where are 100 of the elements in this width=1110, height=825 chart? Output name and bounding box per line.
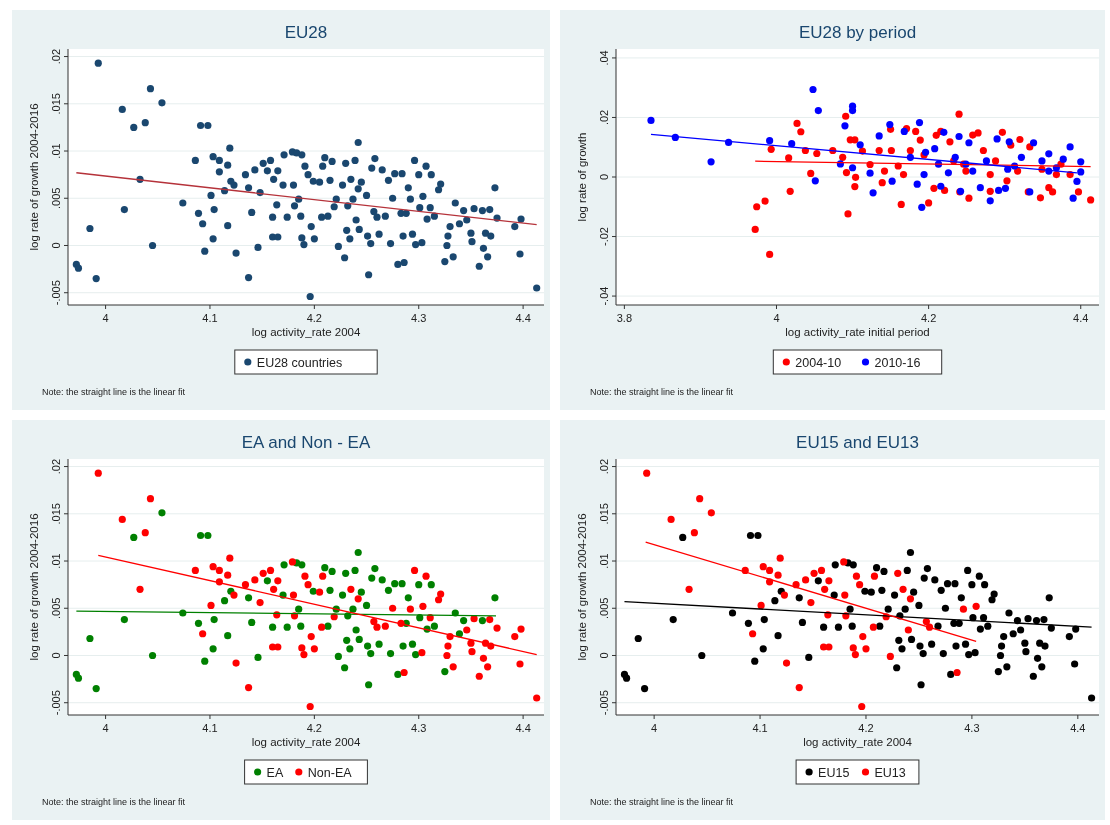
x-tick-label: 4.2 [306,312,322,324]
text: Note: the straight line is the linear fit [590,387,734,397]
point [915,118,924,127]
point [869,189,877,197]
point [886,121,894,129]
point [888,177,896,185]
point [953,668,961,677]
point [995,186,1003,194]
chart-title: EU28 [284,23,328,42]
point [866,169,874,177]
point [875,132,883,140]
y-tick-label: .005 [50,597,62,619]
point [707,509,715,517]
legend-label: EU28 countries [256,355,343,370]
point [841,591,849,599]
point [788,140,796,148]
y-axis-title: log rate of growth 2004-2016 [28,103,40,251]
y-tick-label: .02 [598,109,610,126]
point [685,585,693,593]
legend-label: EA [266,765,284,780]
point [1001,184,1010,192]
point [851,650,859,659]
point [667,515,675,524]
y-tick-label: .02 [50,458,62,475]
point [749,630,757,638]
x-tick-label: 3.8 [616,312,633,324]
x-tick-label: 4.1 [202,722,218,734]
text: Note: the straight line is the linear fit [590,797,734,807]
y-tick-label: .04 [598,50,610,66]
legend-label: EU13 [874,765,906,780]
point [776,554,784,562]
point [811,177,819,185]
point [993,135,1001,143]
chart-title: EU28 by period [798,23,917,42]
y-tick-label: .015 [50,93,62,115]
point [913,180,921,188]
point [951,153,959,161]
point [696,495,704,503]
y-tick-label: -.005 [50,280,62,306]
point [959,605,968,613]
point [848,164,857,172]
y-tick-label: .015 [598,503,610,525]
x-tick-label: 4 [651,722,658,734]
point [886,652,894,661]
y-axis-title: log rate of growth [576,132,588,222]
legend-label: Non-EA [307,765,353,780]
point [862,645,870,653]
x-tick-label: 4.3 [411,722,427,734]
point [955,132,963,141]
point [870,572,879,580]
point [1077,168,1085,176]
x-tick-label: 4.2 [920,312,937,324]
point [906,595,915,603]
point [1017,153,1026,161]
point [937,182,945,190]
point [765,566,774,575]
x-axis-title: log activity_rate initial period [785,326,930,338]
point [825,577,833,585]
legend-label: 2004-10 [795,355,842,370]
point [931,145,939,153]
x-tick-label: 4.4 [1070,722,1086,734]
y-tick-label: .015 [50,503,62,525]
point [774,571,782,579]
point [809,85,817,94]
point [1038,157,1046,165]
point [852,572,861,580]
point [643,469,651,477]
point [817,566,826,575]
point [944,169,952,177]
point [899,585,907,593]
x-tick-label: 4.4 [515,312,531,324]
x-tick-label: 4.3 [411,312,427,324]
point [707,158,715,166]
x-tick-label: 4 [102,722,109,734]
x-tick-label: 4 [102,312,109,324]
point [856,581,864,589]
point [1073,177,1081,186]
x-tick-label: 4.2 [306,722,322,734]
y-tick-label: .02 [50,48,62,65]
y-axis-title: log rate of growth 2004-2016 [28,513,40,661]
point [859,632,867,641]
y-tick-label: 0 [50,652,62,659]
point [1029,139,1038,147]
point [795,684,803,692]
text: Note: the straight line is the linear fit [42,797,186,807]
x-axis-title: log activity_rate 2004 [803,736,913,748]
y-tick-label: -.005 [598,690,610,716]
point [1045,150,1053,158]
point [920,171,928,179]
y-tick-label: .01 [50,143,62,159]
point [986,197,994,205]
point [918,203,926,211]
point [802,576,810,584]
point [969,167,977,175]
point [972,602,980,610]
x-tick-label: 4.3 [964,722,980,734]
y-tick-label: .01 [50,553,62,569]
y-tick-label: .01 [598,553,610,569]
point [780,591,789,599]
y-tick-label: -.005 [50,690,62,716]
